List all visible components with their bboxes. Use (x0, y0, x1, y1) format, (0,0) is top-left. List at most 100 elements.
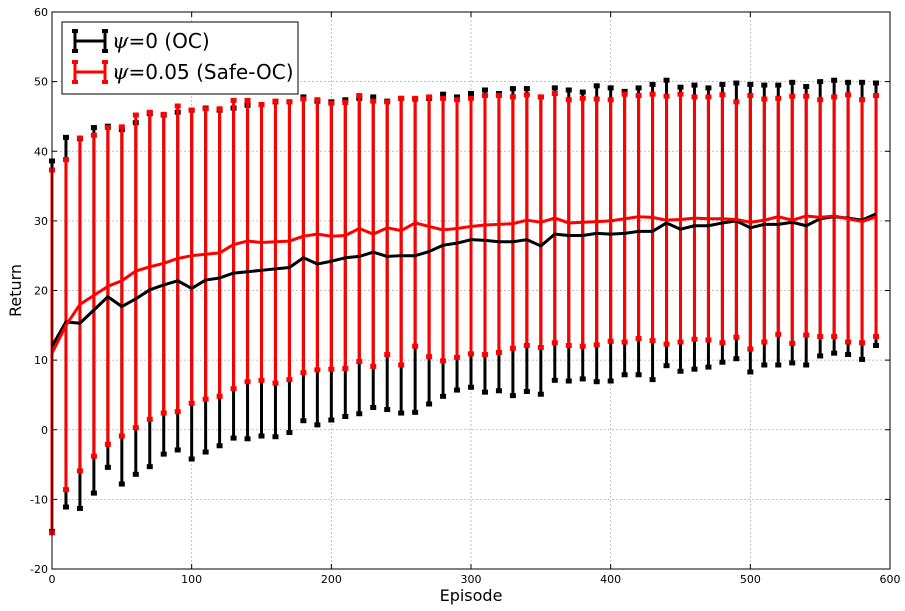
error-cap-upper (62, 134, 69, 140)
error-cap-lower (216, 393, 223, 399)
error-cap-lower (649, 338, 656, 344)
error-cap-upper (663, 77, 670, 83)
legend-cap (102, 29, 108, 33)
error-cap-lower (160, 451, 167, 457)
error-cap-upper (300, 96, 307, 102)
error-cap-upper (705, 94, 712, 100)
error-cap-upper (677, 84, 684, 90)
error-cap-lower (607, 338, 614, 344)
error-cap-lower (132, 425, 139, 431)
y-tick-label: 20 (34, 285, 48, 298)
error-cap-upper (775, 95, 782, 101)
error-cap-upper (62, 157, 69, 163)
error-cap-lower (272, 434, 279, 440)
error-cap-lower (146, 464, 153, 470)
error-cap-lower (258, 377, 265, 383)
series-0-mean-line (50, 212, 877, 347)
error-cap-upper (551, 85, 558, 91)
error-cap-lower (258, 433, 265, 439)
error-cap-lower (845, 352, 852, 358)
legend-box (61, 21, 299, 95)
error-cap-upper (398, 95, 405, 101)
error-cap-lower (62, 487, 69, 493)
error-cap-lower (244, 436, 251, 442)
error-cap-lower (286, 430, 293, 436)
error-cap-lower (859, 340, 866, 346)
plot-frame (51, 11, 891, 570)
error-cap-upper (705, 85, 712, 91)
error-cap-upper (342, 97, 349, 103)
error-cap-lower (621, 372, 628, 378)
error-cap-lower (104, 464, 111, 470)
y-tick-label: 50 (34, 76, 48, 89)
legend: ψ=0 (OC) ψ=0.05 (Safe-OC) (61, 21, 299, 95)
error-cap-upper (859, 79, 866, 85)
error-cap-upper (160, 111, 167, 117)
error-cap-lower (174, 409, 181, 415)
error-cap-lower (733, 334, 740, 340)
error-cap-upper (607, 97, 614, 103)
error-cap-upper (873, 80, 880, 86)
error-cap-lower (509, 393, 516, 399)
error-cap-lower (803, 362, 810, 368)
error-cap-lower (118, 481, 125, 487)
legend-psi-symbol: ψ (112, 29, 129, 53)
error-cap-upper (635, 93, 642, 99)
series-group (49, 77, 880, 536)
error-cap-upper (202, 106, 209, 112)
error-cap-upper (342, 100, 349, 106)
error-cap-upper (747, 93, 754, 99)
error-cap-upper (817, 79, 824, 85)
error-cap-upper (579, 95, 586, 101)
error-cap-lower (384, 407, 391, 413)
error-cap-upper (440, 91, 447, 97)
legend-cap (102, 80, 108, 84)
error-cap-lower (244, 379, 251, 385)
error-cap-lower (90, 453, 97, 459)
error-cap-lower (76, 505, 83, 511)
y-axis-label: Return (6, 264, 25, 317)
x-axis-label: Episode (440, 586, 503, 605)
error-cap-upper (649, 91, 656, 97)
error-cap-lower (398, 410, 405, 416)
error-cap-lower (705, 337, 712, 343)
error-cap-lower (412, 343, 419, 349)
error-cap-lower (76, 468, 83, 474)
legend-cap (72, 49, 78, 53)
error-cap-lower (789, 360, 796, 366)
error-cap-upper (90, 132, 97, 138)
error-cap-lower (635, 336, 642, 342)
error-cap-lower (803, 332, 810, 338)
error-cap-lower (663, 363, 670, 369)
error-cap-lower (426, 354, 433, 360)
error-cap-lower (761, 339, 768, 345)
error-cap-lower (188, 456, 195, 462)
error-cap-upper (90, 125, 97, 131)
x-tick-label: 500 (740, 573, 761, 586)
error-cap-lower (691, 366, 698, 372)
error-cap-lower (509, 345, 516, 351)
error-cap-lower (565, 378, 572, 384)
error-cap-lower (859, 356, 866, 362)
error-cap-lower (789, 340, 796, 346)
error-cap-upper (789, 79, 796, 85)
error-cap-lower (663, 341, 670, 347)
error-cap-lower (873, 343, 880, 349)
error-cap-lower (230, 435, 237, 441)
series-0 (49, 77, 880, 534)
error-cap-upper (272, 98, 279, 104)
error-cap-upper (733, 99, 740, 105)
error-cap-lower (118, 433, 125, 439)
error-cap-lower (202, 449, 209, 455)
error-cap-upper (747, 81, 754, 87)
error-cap-lower (523, 388, 530, 394)
error-cap-lower (747, 346, 754, 352)
error-cap-upper (803, 83, 810, 89)
y-tick-label: -10 (30, 493, 48, 506)
x-tick-label: 600 (880, 573, 901, 586)
error-cap-lower (440, 393, 447, 399)
error-cap-lower (132, 471, 139, 477)
error-cap-lower (873, 333, 880, 339)
error-cap-upper (621, 88, 628, 94)
error-cap-upper (523, 86, 530, 92)
